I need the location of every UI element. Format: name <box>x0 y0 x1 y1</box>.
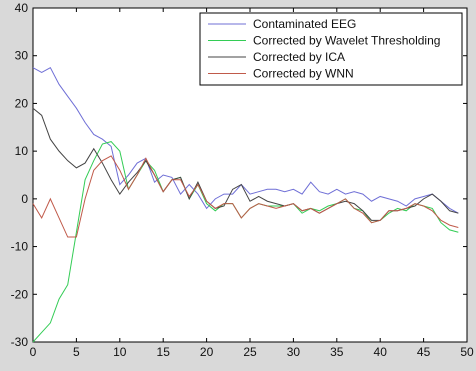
series-line-3 <box>32 155 459 238</box>
legend-label: Corrected by ICA <box>253 50 345 64</box>
x-tick-label: 25 <box>243 345 257 359</box>
legend: Contaminated EEG Corrected by Wavelet Thr… <box>199 12 463 86</box>
y-tick-label: -10 <box>11 240 29 254</box>
y-tick-label: -30 <box>11 335 29 349</box>
x-tick-label: 35 <box>330 345 344 359</box>
legend-label: Corrected by Wavelet Thresholding <box>253 34 440 48</box>
x-tick-label: 5 <box>73 345 80 359</box>
x-tick-label: 20 <box>200 345 214 359</box>
y-tick-label: -20 <box>11 287 29 301</box>
x-tick-label: 40 <box>374 345 388 359</box>
legend-label: Corrected by WNN <box>253 67 354 81</box>
x-tick-label: 15 <box>157 345 171 359</box>
legend-label: Contaminated EEG <box>253 17 356 31</box>
axis-ticks: 0 5 10 15 20 25 30 35 40 45 50 -30 -20 -10 0 10 20 30 40 <box>11 1 474 359</box>
y-tick-label: 10 <box>15 144 29 158</box>
y-tick-label: 20 <box>15 96 29 110</box>
x-tick-label: 10 <box>113 345 127 359</box>
x-tick-label: 50 <box>460 345 474 359</box>
x-tick-label: 0 <box>30 345 37 359</box>
series-layer <box>32 66 459 343</box>
y-tick-label: 40 <box>15 1 29 15</box>
series-line-0 <box>32 66 459 214</box>
y-tick-label: 30 <box>15 49 29 63</box>
x-tick-label: 30 <box>287 345 301 359</box>
x-tick-label: 45 <box>417 345 431 359</box>
y-tick-label: 0 <box>21 192 28 206</box>
